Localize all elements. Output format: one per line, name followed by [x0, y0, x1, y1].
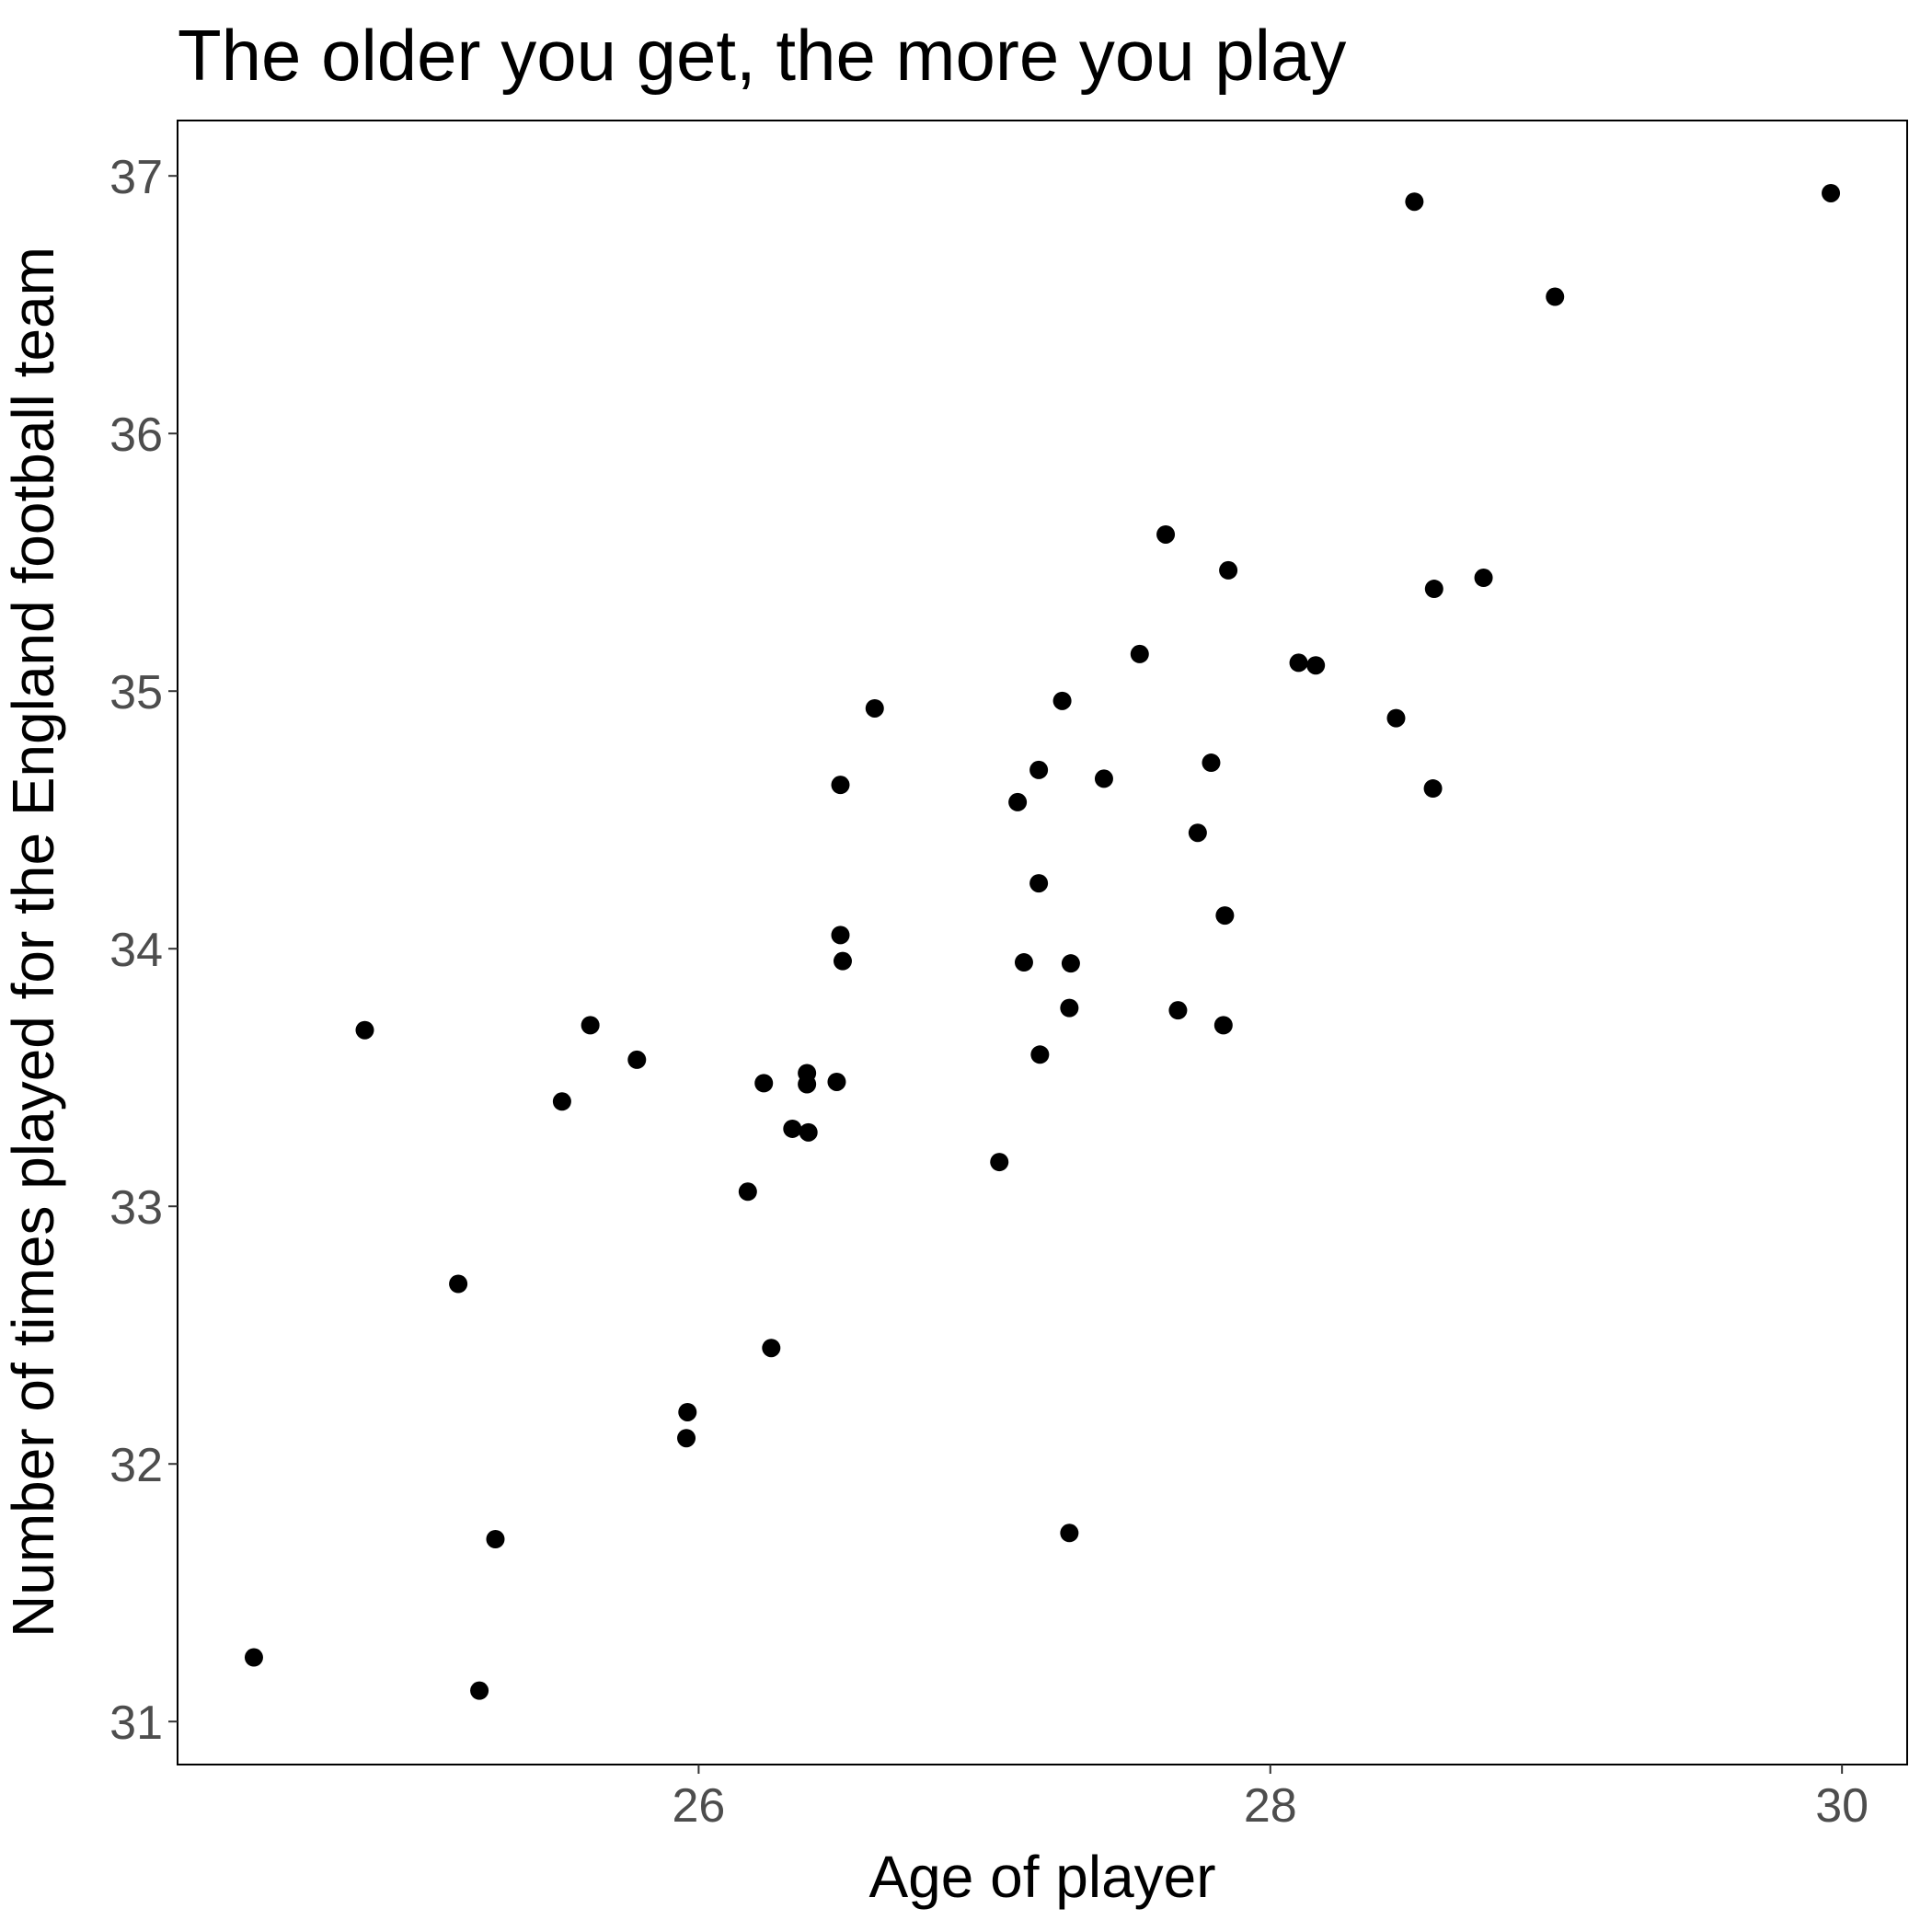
point — [1130, 644, 1149, 663]
point — [1474, 569, 1493, 588]
point — [762, 1339, 781, 1358]
point — [1424, 580, 1443, 599]
point — [1052, 691, 1072, 710]
point — [1061, 954, 1080, 973]
y-tick-label: 31 — [109, 1696, 163, 1750]
y-tick-label: 36 — [109, 408, 163, 462]
y-tick-label: 34 — [109, 924, 163, 977]
point — [1423, 779, 1443, 799]
point — [799, 1122, 818, 1142]
point — [831, 926, 850, 945]
point — [833, 951, 852, 971]
y-tick-label: 35 — [109, 666, 163, 719]
point — [581, 1016, 600, 1035]
plot-panel — [177, 120, 1908, 1765]
point — [1546, 287, 1565, 306]
x-tick-label: 30 — [1815, 1779, 1869, 1833]
point — [1156, 524, 1176, 544]
point — [1188, 823, 1207, 843]
point — [1219, 560, 1238, 580]
point — [827, 1072, 846, 1091]
point — [1386, 708, 1406, 728]
point — [1008, 792, 1028, 811]
point — [783, 1119, 802, 1138]
point — [470, 1681, 489, 1700]
point — [865, 698, 884, 718]
point — [1168, 1001, 1188, 1020]
point — [1213, 1016, 1233, 1035]
point — [627, 1050, 647, 1069]
point — [552, 1092, 571, 1111]
point — [738, 1182, 757, 1202]
point — [486, 1529, 505, 1548]
point — [1060, 1524, 1079, 1543]
point — [1215, 906, 1235, 926]
y-tick-label: 33 — [109, 1181, 163, 1235]
point — [449, 1274, 468, 1294]
point — [677, 1429, 696, 1448]
point — [1060, 998, 1079, 1018]
point — [1014, 953, 1033, 972]
point — [1029, 760, 1049, 779]
y-tick-label: 37 — [109, 151, 163, 204]
x-axis-title: Age of player — [868, 1844, 1215, 1910]
point — [831, 776, 850, 795]
point — [1029, 874, 1049, 893]
point — [678, 1402, 697, 1421]
point — [244, 1648, 263, 1667]
y-tick-label: 32 — [109, 1439, 163, 1492]
point — [1030, 1045, 1050, 1064]
point — [355, 1020, 374, 1040]
x-tick-label: 26 — [672, 1779, 725, 1833]
point — [1202, 753, 1221, 773]
point — [798, 1075, 817, 1094]
point — [754, 1074, 774, 1093]
point — [990, 1153, 1009, 1172]
y-axis-title: Number of times played for the England f… — [0, 247, 66, 1638]
point — [1306, 656, 1326, 675]
chart-title: The older you get, the more you play — [178, 15, 1346, 96]
point — [1289, 653, 1308, 673]
point — [1822, 183, 1841, 202]
point — [1405, 192, 1424, 212]
point — [1094, 769, 1113, 788]
x-tick-label: 28 — [1244, 1779, 1297, 1833]
